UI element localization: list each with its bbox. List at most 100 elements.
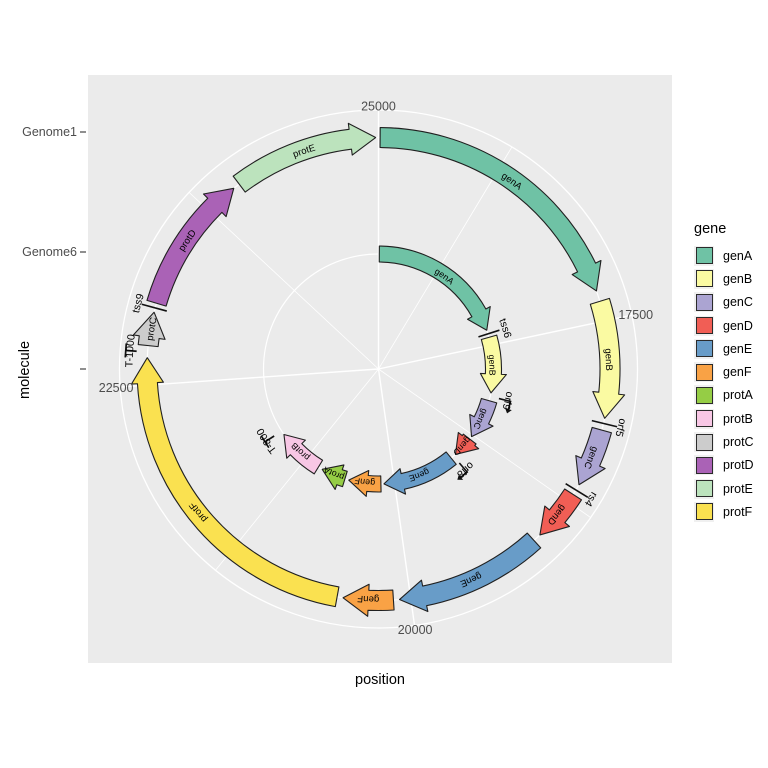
legend-swatch-protE [695,480,713,498]
legend-swatch-genE [695,340,713,358]
legend-label-genD: genD [723,318,753,333]
legend-entry-protB: protB [694,407,754,430]
legend-label-protB: protB [723,411,753,426]
gene-arrow-protB-Genome6 [283,433,324,475]
legend-swatch-protA [695,386,713,404]
gene-label-protC-Genome1: protC [145,316,160,341]
feature-label-orf5: orf5 [612,417,628,438]
feature-label-T-800: T-800 [254,426,279,456]
legend-swatch-genD [695,317,713,335]
legend-swatch-genC [695,293,713,311]
gene-arrow-genE-Genome6 [383,451,457,495]
gene-arrow-genB-Genome1 [589,297,626,419]
feature-tick-tss6 [478,329,500,338]
legend-title: gene [694,221,727,237]
feature-promoter-orf8-head [457,474,464,480]
gene-label-genF-Genome6: genF [353,475,375,487]
gene-arrow-genA-Genome1 [379,126,602,292]
theta-tick-label-22500: 22500 [99,381,134,395]
feature-label-tss9: tss9 [130,292,147,314]
feature-promoter-orf8 [458,462,469,478]
gene-label-genB-Genome1: genB [602,348,614,371]
gene-arrow-protF-Genome1 [130,357,340,608]
theta-tick-label-25000: 25000 [361,100,396,114]
y-tick-label-Genome1: Genome1 [22,125,77,139]
legend: gene genA genB genC genD genE genF protA protB p… [694,221,754,524]
legend-label-protF: protF [723,504,753,519]
gene-arrow-genD-Genome1 [539,488,583,536]
gene-arrow-genC-Genome1 [575,426,612,486]
legend-entry-protC: protC [694,430,754,453]
gene-arrow-genC-Genome6 [469,397,498,438]
legend-entry-genC: genC [694,291,754,314]
gene-arrow-protA-Genome6 [321,464,348,490]
feature-tick-orf5 [591,419,618,428]
grid-spoke-minor [378,146,513,370]
legend-label-protA: protA [723,388,753,403]
feature-tick-tss9 [141,303,167,312]
legend-label-genE: genE [723,341,753,356]
legend-key-protC [694,432,714,453]
legend-entry-protE: protE [694,477,754,500]
gene-arrow-genF-Genome1 [342,583,395,617]
feature-label-T-1000: T-1000 [123,333,137,367]
feature-label-orf8: orf8 [454,459,476,480]
grid-spoke-major [378,314,632,370]
gene-arrow-genA-Genome6 [378,245,491,331]
legend-entry-genD: genD [694,314,754,337]
gene-arrow-protD-Genome1 [146,187,235,307]
legend-entry-genB: genB [694,267,754,290]
gene-arrow-genD-Genome6 [454,431,480,456]
gene-label-genF-Genome1: genF [357,593,380,605]
legend-key-protD [694,455,714,476]
feature-tick-rs4 [565,483,589,498]
legend-key-genB [694,268,714,289]
legend-label-genA: genA [723,248,753,263]
gene-arrow-genB-Genome6 [479,334,507,394]
legend-label-protD: protD [723,458,754,473]
legend-swatch-protF [695,503,713,521]
legend-key-genA [694,245,714,266]
gene-label-genB-Genome6: genB [487,354,498,376]
legend-swatch-genB [695,270,713,288]
feature-promoter-orf9 [498,397,512,410]
grid-spoke-major [377,368,416,626]
legend-label-protE: protE [723,481,753,496]
grid-spoke-major [120,368,379,388]
grid-spoke-minor [378,368,591,518]
legend-key-protB [694,408,714,429]
legend-swatch-protC [695,433,713,451]
grid-circle-edge [118,109,639,629]
legend-entry-genE: genE [694,337,754,360]
gene-arrow-genF-Genome6 [348,469,382,497]
legend-entry-protA: protA [694,384,754,407]
grid-spoke-minor [215,368,379,571]
legend-entry-genF: genF [694,360,754,383]
legend-label-protC: protC [723,435,754,450]
y-axis-title: molecule [17,340,33,400]
legend-key-genC [694,292,714,313]
legend-label-genB: genB [723,271,753,286]
gene-arrow-protE-Genome1 [232,122,377,193]
legend-key-genD [694,315,714,336]
gene-arrow-protC-Genome1 [132,311,166,348]
grid-spoke-minor [188,192,379,370]
y-tick-label-Genome6: Genome6 [22,245,77,259]
legend-swatch-protD [695,456,713,474]
x-axis-title: position [355,672,405,688]
theta-tick-label-20000: 20000 [398,623,433,637]
legend-entry-genA: genA [694,244,754,267]
legend-key-protA [694,385,714,406]
legend-swatch-protB [695,410,713,428]
legend-key-genE [694,338,714,359]
feature-terminator-T-800 [260,435,275,449]
legend-items: genA genB genC genD genE genF protA protB protC p… [694,244,754,524]
legend-key-protE [694,478,714,499]
legend-label-genF: genF [723,365,752,380]
feature-terminator-T-1000 [124,343,137,358]
feature-label-tss6: tss6 [496,317,513,340]
feature-label-rs4: rs4 [582,490,600,509]
legend-label-genC: genC [723,295,753,310]
